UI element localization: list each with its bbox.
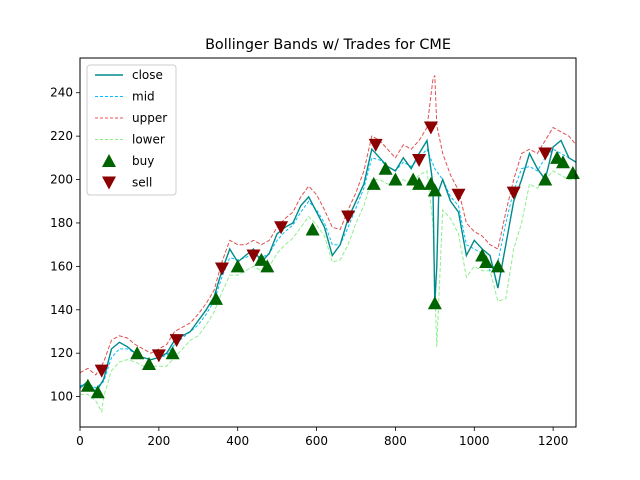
sell-marker xyxy=(214,262,229,276)
y-tick-label: 180 xyxy=(50,216,73,230)
buy-marker xyxy=(538,172,553,186)
y-tick-label: 240 xyxy=(50,86,73,100)
buy-marker xyxy=(490,259,505,273)
buy-marker xyxy=(427,296,442,310)
buy-marker xyxy=(260,259,275,273)
sell-marker xyxy=(341,210,356,224)
buy-marker xyxy=(130,346,145,360)
buy-marker xyxy=(209,291,224,305)
legend-label-upper: upper xyxy=(132,111,167,125)
series-line-close xyxy=(80,138,576,394)
y-tick-label: 200 xyxy=(50,173,73,187)
buy-marker xyxy=(90,385,105,399)
legend-swatch-sell xyxy=(102,176,116,190)
sell-marker xyxy=(274,221,289,235)
trade-markers xyxy=(80,121,580,399)
y-tick-label: 140 xyxy=(50,303,73,317)
buy-marker xyxy=(80,378,95,392)
buy-marker xyxy=(412,176,427,190)
x-tick-label: 1000 xyxy=(459,434,490,448)
x-tick-label: 600 xyxy=(305,434,328,448)
y-tick-label: 100 xyxy=(50,390,73,404)
sell-marker xyxy=(94,364,109,378)
y-axis: 100 120 140 160 180 200 220 240 xyxy=(50,86,80,404)
x-axis: 0 200 400 600 800 1000 1200 xyxy=(76,427,568,448)
sell-marker xyxy=(451,188,466,202)
legend-label-sell: sell xyxy=(132,176,152,190)
buy-marker xyxy=(366,176,381,190)
legend-label-buy: buy xyxy=(132,154,154,168)
buy-marker xyxy=(305,222,320,236)
legend-label-lower: lower xyxy=(132,133,165,147)
y-tick-label: 220 xyxy=(50,129,73,143)
x-tick-label: 200 xyxy=(147,434,170,448)
buy-marker xyxy=(165,346,180,360)
x-tick-label: 800 xyxy=(384,434,407,448)
sell-marker xyxy=(506,186,521,200)
buy-marker xyxy=(254,252,269,266)
plot-frame xyxy=(79,57,577,428)
series-line-mid xyxy=(80,148,576,389)
buy-marker xyxy=(427,183,442,197)
sell-marker xyxy=(538,147,553,161)
buy-marker xyxy=(555,155,570,169)
buy-marker xyxy=(378,161,393,175)
x-tick-label: 1200 xyxy=(538,434,569,448)
chart-title: Bollinger Bands w/ Trades for CME xyxy=(205,37,451,53)
buy-marker xyxy=(388,172,403,186)
x-tick-label: 400 xyxy=(226,434,249,448)
buy-marker xyxy=(479,255,494,269)
legend-label-mid: mid xyxy=(132,90,155,104)
sell-marker xyxy=(169,334,184,348)
y-tick-label: 120 xyxy=(50,346,73,360)
sell-marker xyxy=(246,249,261,263)
sell-marker xyxy=(412,154,427,168)
legend-label-close: close xyxy=(132,68,163,82)
legend: close mid upper lower buy sell xyxy=(86,64,177,196)
legend-swatch-buy xyxy=(102,154,116,167)
x-tick-label: 0 xyxy=(76,434,84,448)
sell-marker xyxy=(368,138,383,152)
buy-marker xyxy=(230,259,245,273)
sell-marker xyxy=(423,121,438,135)
y-tick-label: 160 xyxy=(50,259,73,273)
series-line-upper xyxy=(80,75,576,376)
buy-marker xyxy=(141,357,156,371)
series-layer xyxy=(80,75,576,414)
sell-marker xyxy=(151,349,166,363)
